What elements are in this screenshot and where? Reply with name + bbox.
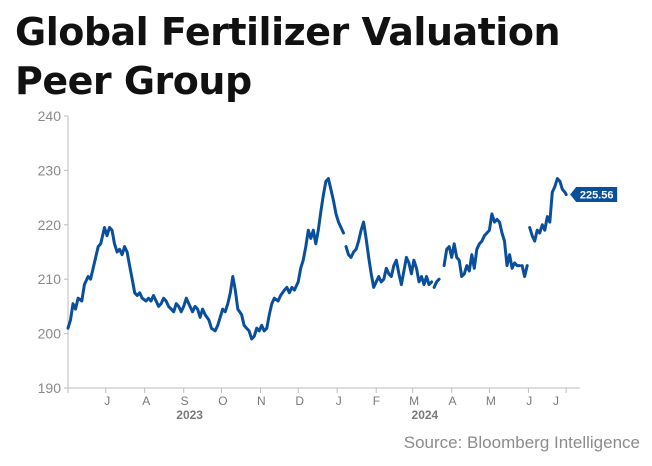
y-tick-label: 240: [38, 108, 62, 124]
y-tick-label: 220: [38, 217, 62, 233]
y-tick-label: 230: [38, 162, 62, 178]
x-year-label: 2024: [412, 408, 439, 422]
x-tick-label: D: [295, 394, 304, 408]
x-tick-label: A: [449, 394, 457, 408]
y-tick-label: 210: [38, 271, 62, 287]
series-line-segment: [432, 277, 441, 289]
chart-title-line-2: Peer Group: [15, 59, 252, 103]
chart-title: Global Fertilizer Valuation Peer Group: [15, 8, 635, 106]
x-tick-label: J: [336, 394, 342, 408]
x-tick-label: J: [553, 394, 559, 408]
x-tick-label: N: [257, 394, 266, 408]
x-tick-label: M: [409, 394, 419, 408]
series-line-segment: [66, 177, 345, 341]
x-tick-label: J: [526, 394, 532, 408]
x-tick-label: M: [486, 394, 496, 408]
y-tick-label: 200: [38, 326, 62, 342]
x-tick-label: A: [142, 394, 150, 408]
x-tick-label: O: [218, 394, 227, 408]
series-line-segment: [344, 220, 434, 289]
x-tick-label: J: [104, 394, 110, 408]
last-value-flag: [570, 187, 618, 203]
x-tick-label: S: [181, 394, 189, 408]
source-note: Source: Bloomberg Intelligence: [403, 433, 640, 452]
y-tick-label: 190: [38, 380, 62, 396]
chart-title-line-1: Global Fertilizer Valuation: [15, 10, 561, 54]
x-tick-label: F: [373, 394, 380, 408]
series-line-segment: [520, 264, 529, 278]
series-line-segment: [528, 177, 568, 243]
last-value-label: 225.56: [580, 190, 614, 202]
series-line-segment: [442, 212, 522, 278]
x-year-label: 2023: [176, 408, 203, 422]
